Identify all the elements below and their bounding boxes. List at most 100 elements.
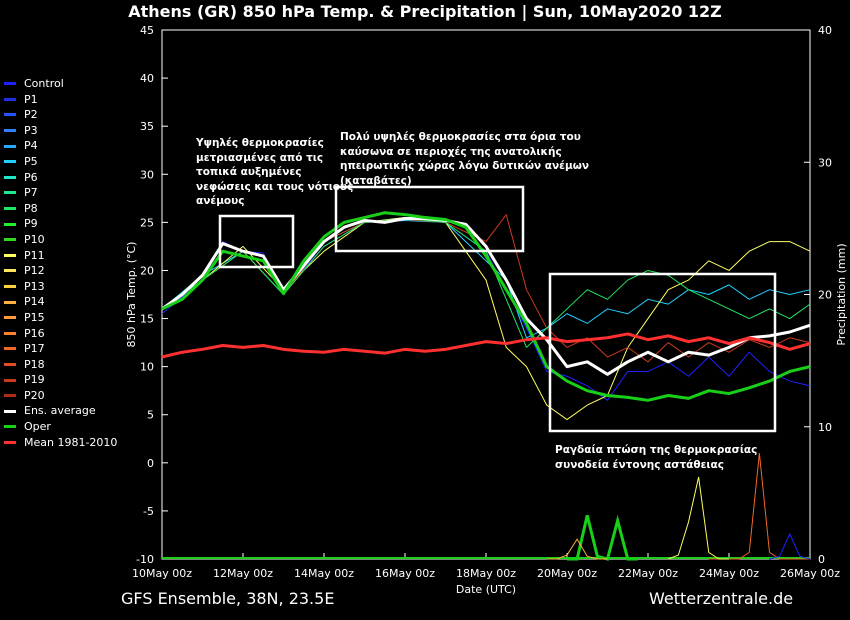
x-tick-label: 16May 00z <box>375 567 435 580</box>
legend-swatch <box>4 300 16 304</box>
x-tick-label: 20May 00z <box>537 567 597 580</box>
legend-item: P19 <box>4 372 117 388</box>
legend-swatch <box>4 113 16 117</box>
y-tick-label: 5 <box>147 409 154 422</box>
x-tick-label: 18May 00z <box>456 567 516 580</box>
y-right-tick-label: 20 <box>818 289 832 302</box>
legend-item: Oper <box>4 419 117 435</box>
legend-item: P8 <box>4 201 117 217</box>
legend-swatch <box>4 378 16 382</box>
legend-label: P16 <box>24 326 45 340</box>
legend-item: P7 <box>4 185 117 201</box>
legend-item: P9 <box>4 216 117 232</box>
y-tick-label: 40 <box>140 72 154 85</box>
annotation-3-line: Ραγδαία πτώση της θερμοκρασίας <box>555 444 758 456</box>
legend-label: P12 <box>24 264 45 278</box>
legend-item: P5 <box>4 154 117 170</box>
y-tick-label: 25 <box>140 216 154 229</box>
y-tick-label: 10 <box>140 361 154 374</box>
legend-label: Ens. average <box>24 404 96 418</box>
legend-swatch <box>4 144 16 148</box>
series-line-p5 <box>161 219 811 339</box>
annotation-1-line: τοπικά αυξημένες <box>196 166 302 179</box>
annotation-2-line: Πολύ υψηλές θερμοκρασίες στα όρια του <box>340 131 581 143</box>
legend-swatch <box>4 97 16 101</box>
series-line-oper <box>161 211 811 402</box>
annotation-box-3 <box>548 272 777 433</box>
annotation-2: Πολύ υψηλές θερμοκρασίες στα όρια του καύ… <box>340 130 589 188</box>
x-tick-label: 14May 00z <box>294 567 354 580</box>
y-tick-label: 15 <box>140 313 154 326</box>
legend-label: P5 <box>24 154 38 168</box>
legend-label: P17 <box>24 342 45 356</box>
x-tick-label: 10May 00z <box>132 567 192 580</box>
legend-swatch <box>4 191 16 195</box>
x-tick-label: 12May 00z <box>213 567 273 580</box>
legend-label: P20 <box>24 388 45 402</box>
annotation-1: Υψηλές θερμοκρασίες μετριασμένες από τις τ… <box>196 136 353 209</box>
precip-line-oper <box>567 514 638 561</box>
legend-swatch <box>4 285 16 289</box>
legend-item: P4 <box>4 138 117 154</box>
annotation-2-line: ηπειρωτικής χώρας λόγω δυτικών ανέμων <box>340 160 589 173</box>
legend-swatch <box>4 347 16 351</box>
legend-label: P9 <box>24 217 38 231</box>
legend-item: P20 <box>4 388 117 404</box>
legend-label: P3 <box>24 123 38 137</box>
y-axis-label: 850 hPa Temp. (°C) <box>125 242 138 348</box>
legend-swatch <box>4 207 16 211</box>
precip-line-control <box>769 532 811 560</box>
y-tick-label: 0 <box>147 457 154 470</box>
legend-label: P14 <box>24 295 45 309</box>
legend-swatch <box>4 222 16 226</box>
legend-item: P2 <box>4 107 117 123</box>
legend-swatch <box>4 82 16 86</box>
model-info: GFS Ensemble, 38N, 23.5E <box>121 589 335 608</box>
legend-label: P4 <box>24 139 38 153</box>
legend-swatch <box>4 362 16 366</box>
annotation-1-line: Υψηλές θερμοκρασίες <box>196 137 324 149</box>
legend-item: P11 <box>4 248 117 264</box>
legend-swatch <box>4 409 16 413</box>
legend: Control P1 P2 P3 P4 P5 P6 P7 P8 P9 P10 P11 P12 P13 P14… <box>4 76 117 450</box>
y-tick-label: 30 <box>140 168 154 181</box>
legend-item: P3 <box>4 123 117 139</box>
series-line-p11 <box>161 217 811 421</box>
legend-swatch <box>4 425 16 429</box>
legend-label: P11 <box>24 248 45 262</box>
legend-swatch <box>4 269 16 273</box>
legend-label: Oper <box>24 420 51 434</box>
legend-label: P10 <box>24 232 45 246</box>
legend-label: P18 <box>24 357 45 371</box>
y-tick-label: -10 <box>136 553 154 566</box>
x-axis-label: Date (UTC) <box>456 583 516 596</box>
legend-item: P15 <box>4 310 117 326</box>
x-tick-label: 22May 00z <box>618 567 678 580</box>
legend-label: P1 <box>24 92 38 106</box>
series-line-p8 <box>161 218 811 348</box>
plot-frame <box>161 29 811 560</box>
annotation-1-line: ανέμους <box>196 195 245 208</box>
legend-item: Control <box>4 76 117 92</box>
annotation-box-1 <box>218 214 295 269</box>
legend-item: P13 <box>4 279 117 295</box>
legend-swatch <box>4 394 16 398</box>
legend-swatch <box>4 160 16 164</box>
y-right-tick-label: 30 <box>818 156 832 169</box>
y-right-axis-label: Precipitation (mm) <box>835 243 848 345</box>
annotation-2-line: καύσωνα σε περιοχές της ανατολικής <box>340 145 562 158</box>
legend-swatch <box>4 129 16 133</box>
legend-item: P12 <box>4 263 117 279</box>
y-tick-label: 35 <box>140 120 154 133</box>
series-line-mean-1981-2010 <box>161 332 811 359</box>
y-right-tick-label: 40 <box>818 24 832 37</box>
annotation-3-line: συνοδεία έντονης αστάθειας <box>555 458 724 471</box>
legend-swatch <box>4 440 16 444</box>
legend-swatch <box>4 238 16 242</box>
precip-line-p14 <box>546 538 608 560</box>
x-tick-label: 26May 00z <box>780 567 840 580</box>
legend-label: P19 <box>24 373 45 387</box>
annotation-3: Ραγδαία πτώση της θερμοκρασίας συνοδεία έ… <box>555 443 757 472</box>
legend-item: P1 <box>4 92 117 108</box>
